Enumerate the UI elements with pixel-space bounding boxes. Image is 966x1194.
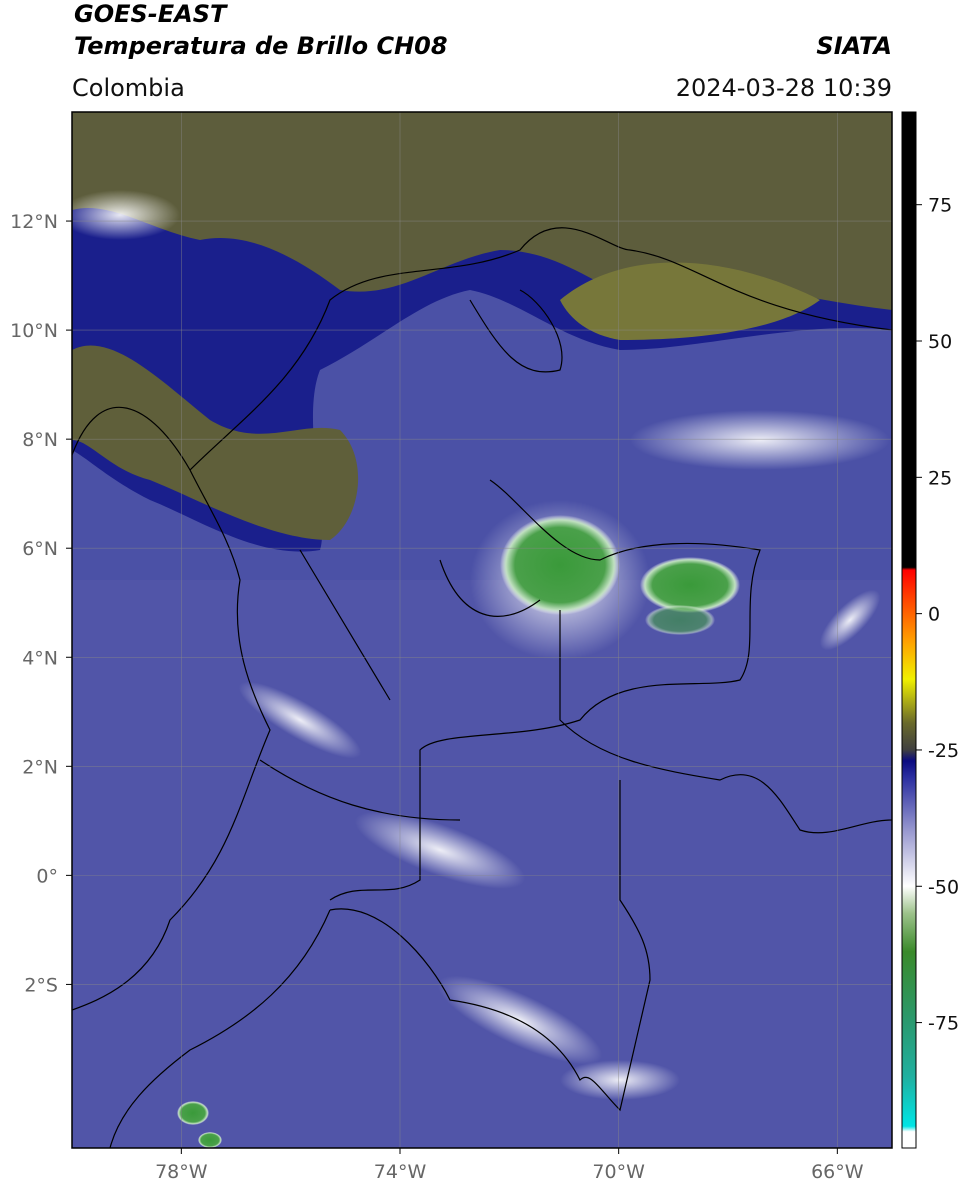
y-tick-label: 4°N [22, 647, 58, 669]
map-frame [71, 111, 893, 1149]
region: Colombia [72, 74, 185, 102]
colorbar-tick-label: 50 [928, 331, 952, 353]
x-tick-label: 74°W [374, 1161, 427, 1183]
colorbar [901, 111, 917, 1149]
x-tick-label: 70°W [592, 1161, 645, 1183]
colorbar-tick-label: -25 [928, 740, 959, 762]
y-tick-label: 12°N [10, 211, 58, 233]
y-tick-label: 6°N [22, 538, 58, 560]
colorbar-tick-label: 25 [928, 467, 952, 489]
colorbar-tick-label: 75 [928, 195, 952, 217]
y-tick-label: 0° [36, 865, 58, 887]
y-tick-label: 2°S [24, 974, 58, 996]
subtitle: Temperatura de Brillo CH08 [74, 32, 448, 60]
source: SIATA [816, 32, 892, 60]
x-tick-label: 66°W [811, 1161, 864, 1183]
title: GOES-EAST [74, 0, 228, 28]
y-tick-label: 8°N [22, 429, 58, 451]
x-tick-label: 78°W [155, 1161, 208, 1183]
y-tick-label: 10°N [10, 320, 58, 342]
colorbar-tick-label: -50 [928, 876, 959, 898]
y-tick-label: 2°N [22, 756, 58, 778]
satellite-image [72, 112, 892, 1148]
colorbar-tick-label: -75 [928, 1013, 959, 1035]
colorbar-tick-label: 0 [928, 604, 940, 626]
datetime: 2024-03-28 10:39 [676, 74, 892, 102]
